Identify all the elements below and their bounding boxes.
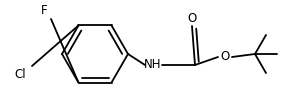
Text: NH: NH (144, 59, 162, 72)
Text: Cl: Cl (14, 67, 26, 81)
Text: O: O (187, 12, 197, 25)
Text: O: O (220, 50, 230, 64)
Text: F: F (41, 3, 47, 16)
